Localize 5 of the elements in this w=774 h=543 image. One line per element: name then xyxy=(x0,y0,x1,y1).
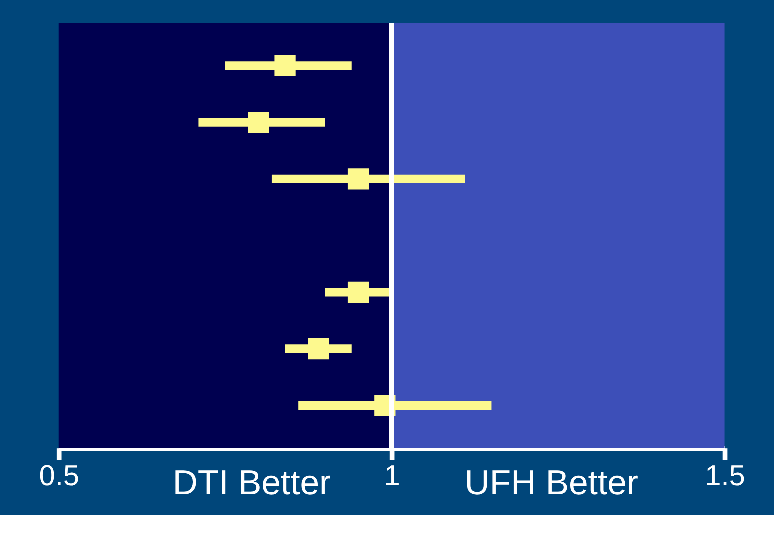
x-tick-label: 1 xyxy=(384,460,400,492)
text: UFH Better xyxy=(464,464,639,502)
x-tick-label: 0.5 xyxy=(39,460,80,492)
text: DTI Better xyxy=(172,464,332,502)
x-tick-label: 1.5 xyxy=(705,460,746,492)
